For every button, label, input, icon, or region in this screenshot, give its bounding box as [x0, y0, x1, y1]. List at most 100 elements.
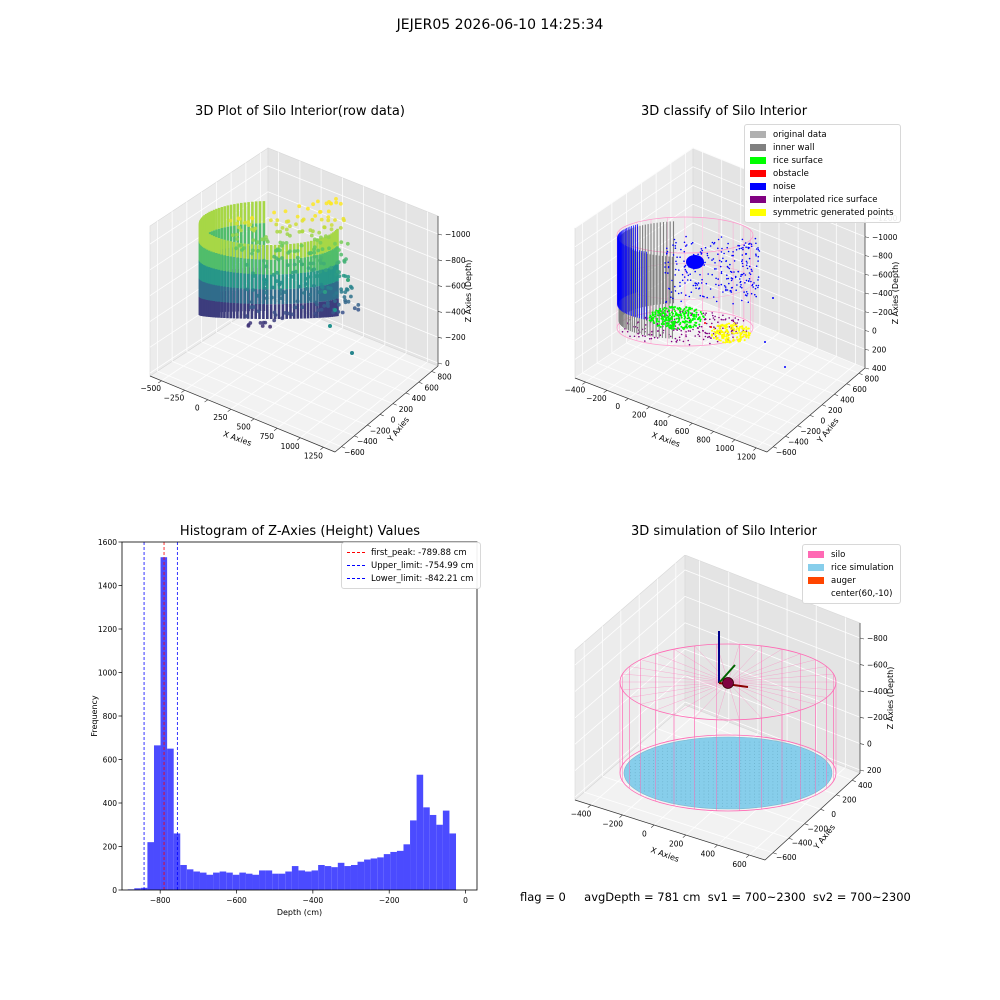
rice-surface-point — [660, 323, 663, 325]
interpolated-surface-point — [659, 334, 662, 337]
surface-point — [297, 230, 302, 234]
rice-mesh-point — [790, 747, 792, 749]
rice-mesh-point — [643, 790, 645, 792]
sv1-value: sv1 = 700~2300 — [707, 890, 806, 904]
z-tick — [859, 637, 865, 640]
rice-mesh-point — [749, 750, 751, 752]
symmetric-point — [718, 329, 721, 332]
rice-mesh-point — [685, 787, 687, 789]
surface-point — [256, 293, 260, 298]
rice-mesh-point — [809, 787, 811, 789]
symmetric-point — [732, 338, 735, 341]
rice-mesh-point — [712, 778, 714, 780]
rice-mesh-point — [754, 763, 755, 764]
rice-mesh-point — [671, 756, 673, 758]
rice-surface-point — [698, 323, 701, 326]
rice-mesh-point — [685, 772, 687, 774]
rice-mesh-point — [795, 766, 797, 767]
rice-mesh-point — [689, 781, 691, 783]
rice-mesh-point — [767, 766, 769, 767]
rice-mesh-point — [731, 778, 733, 780]
histogram-bar — [180, 864, 187, 890]
noise-cluster — [686, 255, 704, 269]
z-tick — [437, 285, 443, 287]
surface-point — [248, 222, 253, 227]
rice-mesh-point — [763, 772, 765, 774]
rice-mesh-point — [717, 763, 719, 764]
rice-mesh-point — [653, 784, 654, 786]
rice-mesh-point — [827, 775, 829, 777]
noise-point — [711, 273, 713, 276]
noise-point — [676, 256, 678, 258]
symmetric-point — [728, 339, 731, 342]
rice-mesh-point — [685, 784, 687, 786]
rice-mesh-point — [721, 766, 723, 767]
rice-surface-point — [689, 321, 692, 324]
rice-mesh-point — [749, 763, 751, 764]
interpolated-surface-point — [713, 326, 715, 328]
rice-mesh-point — [772, 772, 774, 774]
rice-mesh-point — [749, 741, 751, 743]
rice-surface-point — [683, 307, 686, 310]
surface-point — [310, 217, 315, 222]
interpolated-surface-point — [731, 319, 733, 322]
rice-mesh-point — [698, 799, 700, 801]
symmetric-point — [741, 325, 744, 328]
rice-mesh-point — [777, 787, 778, 789]
rice-surface-point — [657, 311, 660, 314]
x-tick — [688, 422, 693, 426]
rice-mesh-point — [754, 769, 755, 771]
noise-point — [757, 284, 760, 287]
rice-mesh-point — [634, 772, 636, 774]
rice-surface-point — [691, 307, 693, 310]
rice-mesh-point — [777, 790, 778, 792]
silo-top-spoke — [727, 644, 740, 683]
noise-point — [690, 243, 693, 245]
y-tick-label: 0 — [112, 886, 117, 895]
surface-point — [342, 295, 347, 299]
rice-surface-point — [664, 313, 667, 316]
rice-mesh-point — [786, 796, 788, 798]
noise-point — [733, 260, 736, 262]
noise-point — [755, 242, 757, 245]
rice-mesh-point — [772, 784, 774, 786]
rice-mesh-point — [740, 799, 742, 801]
legend-swatch — [750, 131, 766, 138]
rice-mesh-point — [731, 787, 733, 789]
rice-surface-point — [657, 314, 660, 317]
noise-point — [684, 282, 686, 284]
rice-surface-point — [686, 323, 688, 326]
rice-mesh-point — [731, 769, 733, 771]
noise-point — [690, 291, 693, 293]
rice-mesh-point — [786, 781, 788, 783]
rice-mesh-point — [717, 750, 719, 752]
interpolated-surface-point — [673, 318, 676, 321]
rice-mesh-point — [749, 802, 751, 804]
rice-mesh-point — [648, 787, 650, 789]
grid-line — [245, 312, 419, 383]
surface-point — [338, 201, 343, 206]
rice-mesh-point — [767, 793, 769, 795]
surface-point — [297, 284, 302, 289]
interpolated-surface-point — [674, 337, 677, 340]
noise-point — [717, 253, 719, 255]
z-tick — [864, 311, 870, 314]
rice-mesh-point — [740, 747, 742, 749]
rice-mesh-point — [698, 778, 700, 780]
rice-mesh-point — [666, 750, 668, 752]
rice-mesh-point — [703, 756, 705, 758]
rice-mesh-point — [726, 747, 728, 749]
rice-mesh-point — [708, 790, 710, 792]
rice-mesh-point — [735, 759, 737, 761]
interpolated-surface-point — [735, 330, 737, 333]
rice-surface-point — [667, 322, 670, 325]
rice-mesh-point — [726, 766, 728, 767]
rice-mesh-point — [726, 784, 728, 786]
rice-surface-point — [690, 319, 693, 322]
histogram-bar — [337, 862, 345, 890]
interpolated-surface-point — [688, 343, 691, 346]
surface-point — [234, 232, 239, 237]
noise-point — [713, 241, 716, 244]
noise-point — [684, 265, 686, 268]
rice-mesh-point — [777, 784, 778, 786]
